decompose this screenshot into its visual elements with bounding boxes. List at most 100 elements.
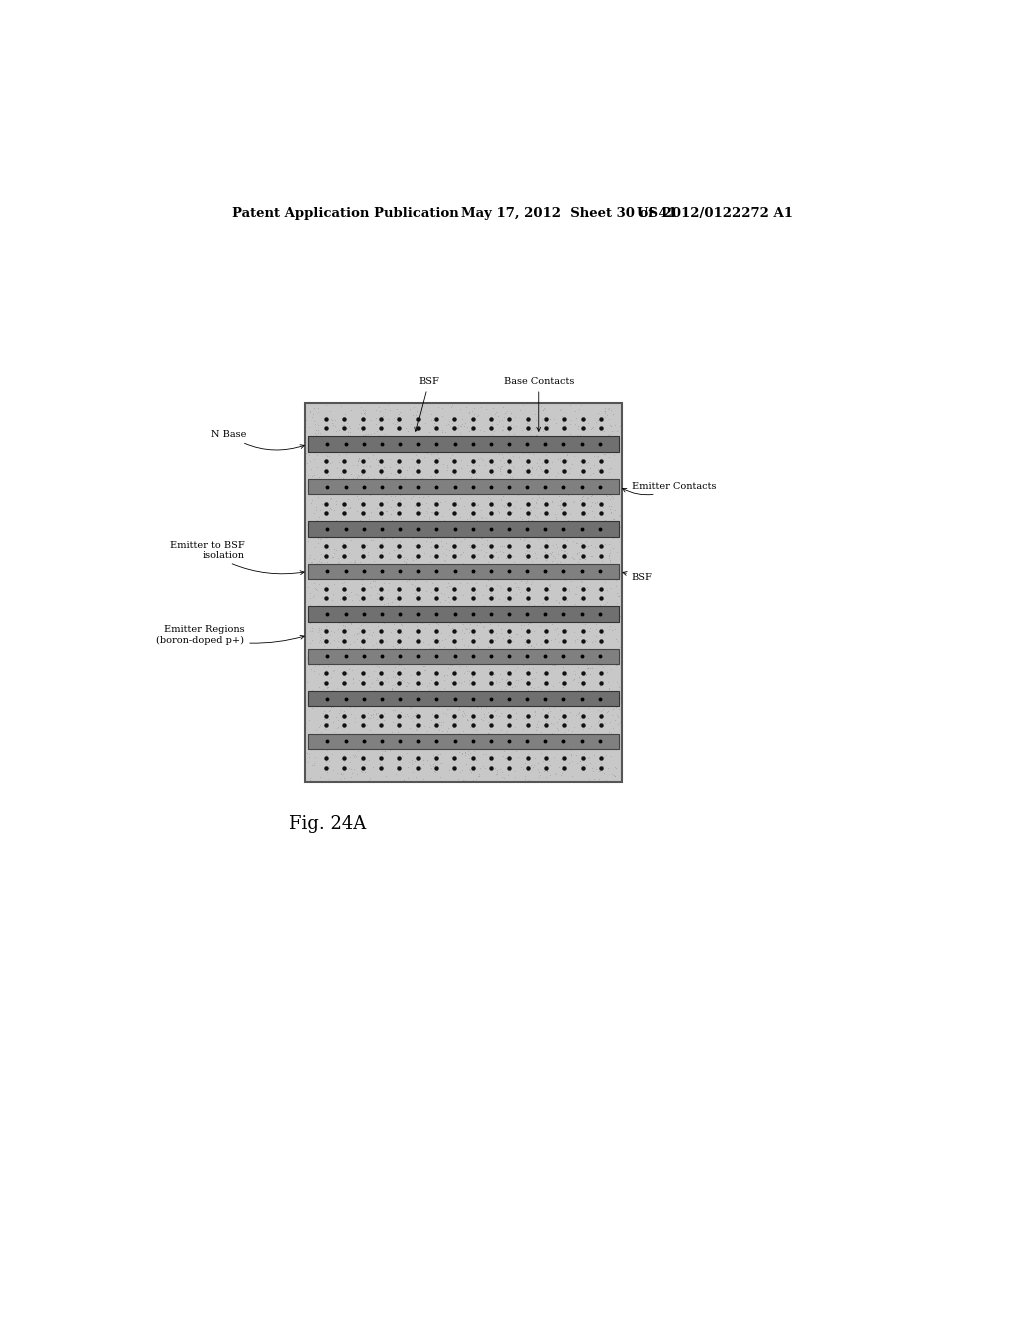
Point [494,495,510,516]
Point [561,578,578,599]
Point [434,453,451,474]
Point [411,483,427,504]
Point [517,471,534,492]
Point [379,491,395,512]
Point [503,688,519,709]
Point [593,747,609,768]
Point [605,487,622,508]
Point [441,649,458,671]
Point [389,634,406,655]
Point [544,541,560,562]
Point [396,643,413,664]
Point [607,618,624,639]
Point [528,479,545,500]
Point [495,444,511,465]
Point [431,630,447,651]
Point [555,496,571,517]
Point [492,576,508,597]
Point [354,399,371,420]
Point [319,746,336,767]
Point [427,705,443,726]
Point [487,705,504,726]
Point [330,561,346,582]
Point [538,618,554,639]
Point [422,643,438,664]
Point [305,470,322,491]
Point [573,487,590,508]
Point [549,726,565,747]
Point [555,537,571,558]
Point [423,444,439,465]
Point [421,614,437,635]
Point [458,656,474,677]
Point [555,656,571,677]
Point [570,560,587,581]
Point [571,603,588,624]
Point [369,537,385,558]
Point [349,618,366,639]
Point [420,498,436,519]
Point [612,648,629,669]
Point [340,618,356,639]
Point [496,451,512,473]
Point [459,709,475,730]
Point [342,568,358,589]
Point [596,623,612,644]
Point [463,428,479,449]
Point [549,433,565,454]
Point [599,611,615,632]
Point [562,566,579,587]
Point [408,537,424,558]
Point [597,403,613,424]
Point [409,400,425,421]
Point [579,536,595,557]
Point [611,606,628,627]
Point [378,766,394,787]
Point [495,746,511,767]
Point [563,751,580,772]
Point [332,557,348,578]
Point [331,512,347,533]
Point [447,638,464,659]
Point [509,642,525,663]
Point [401,640,418,661]
Point [444,606,461,627]
Point [434,420,451,441]
Point [353,750,370,771]
Point [539,760,555,781]
Point [536,663,552,684]
Point [571,648,588,669]
Point [507,766,523,787]
Point [374,507,390,528]
Point [374,586,390,607]
Point [419,644,435,665]
Point [552,496,568,517]
Point [596,421,612,442]
Point [588,426,604,447]
Point [592,705,608,726]
Point [580,487,596,508]
Point [557,569,573,590]
Point [472,566,488,587]
Point [396,553,413,574]
Point [475,616,492,638]
Point [527,548,544,569]
Point [355,554,372,576]
Point [499,400,515,421]
Point [316,457,333,478]
Point [360,623,377,644]
Point [423,517,439,539]
Point [427,754,443,775]
Point [520,743,537,764]
Point [476,615,493,636]
Point [453,673,469,694]
Point [316,701,333,722]
Point [454,477,470,498]
Point [433,601,450,622]
Point [547,681,563,702]
Point [554,499,570,520]
Point [392,671,409,692]
Point [488,698,505,719]
Text: US 2012/0122272 A1: US 2012/0122272 A1 [637,207,794,220]
Point [461,461,477,482]
